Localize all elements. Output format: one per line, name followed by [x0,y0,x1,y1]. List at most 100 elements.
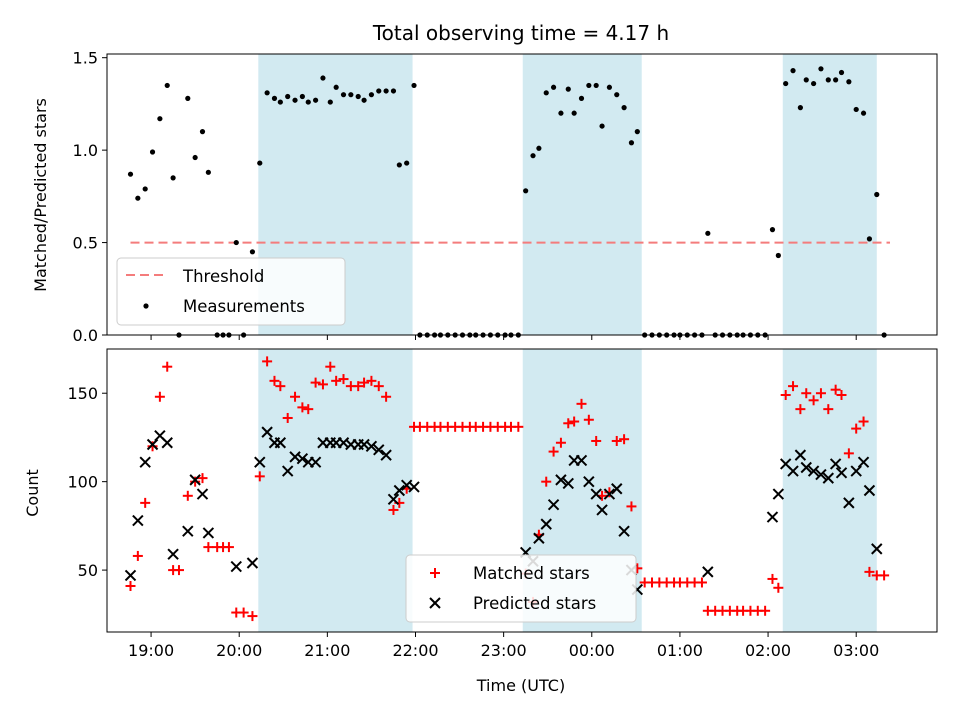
matched-star-point [830,384,841,395]
cross-stroke [562,477,574,490]
matched-star-point [836,389,847,400]
cross-stroke [202,527,215,539]
matched-star-point [223,542,234,553]
predicted-star-point [182,525,194,537]
matched-star-point [513,421,524,432]
measurement-point [355,93,361,100]
predicted-star-point [281,465,294,477]
y-tick-label: 150 [67,384,98,403]
measurement-point [142,186,148,192]
predicted-star-point [393,484,406,497]
measurement-point [127,171,134,177]
measurement-point [305,99,311,105]
predicted-star-point [590,488,602,500]
measurement-point [411,82,417,89]
measurement-point [313,97,319,103]
predicted-star-point [274,437,287,449]
matched-star-point [203,542,214,553]
matched-star-point [338,374,349,385]
predicted-star-point [772,488,785,500]
matched-star-point [780,389,791,400]
matched-star-point [310,377,321,388]
measurement-point [599,123,605,129]
measurement-point [285,93,291,100]
measurement-point [249,249,256,255]
measurement-point [205,169,211,175]
measurement-point [170,175,176,181]
measurement-point [361,97,367,103]
cross-stroke [583,475,595,488]
cross-stroke [702,566,714,578]
matched-star-point [843,448,854,459]
measurement-point [818,66,824,72]
x-tick-label: 00:00 [569,641,615,660]
matched-star-point [815,388,826,399]
predicted-star-point [575,454,588,467]
predicted-star-point [800,461,812,474]
cross-stroke [139,456,151,468]
measurement-point [192,154,198,161]
legend-box [116,257,346,326]
matched-legend-swatch [430,568,440,578]
cross-stroke [296,452,309,465]
matched-star-point [583,414,594,425]
matched-star-point [162,361,173,372]
predicted-star-point [139,456,151,468]
measurement-point [846,79,852,85]
matched-star-point [388,504,399,515]
y-tick-label: 0.5 [73,234,98,253]
cross-stroke [429,597,441,609]
predicted-legend-swatch [429,597,441,609]
cross-stroke [387,493,400,506]
matched-star-point [760,605,771,616]
predicted-star-point [611,483,623,495]
measurement-point [775,252,781,259]
measurements-legend-swatch [143,303,149,309]
matched-star-point [197,473,208,484]
cross-stroke [533,532,545,544]
matched-star-point [359,377,370,388]
cross-stroke [547,498,560,511]
predicted-star-point [261,426,273,438]
measurement-point [628,140,635,146]
cross-stroke [124,569,137,582]
cross-stroke [800,461,812,474]
predicted-star-point [296,452,309,465]
chart-title: Total observing time = 4.17 h [372,21,669,45]
axes-frame [106,53,938,336]
observing-window [258,349,413,632]
matched-star-point [795,404,806,415]
top-y-axis-label: Matched/Predicted stars [31,98,50,292]
matched-star-point [541,476,552,487]
cross-stroke [822,472,834,484]
cross-stroke [794,449,807,461]
predicted-star-point [596,504,608,516]
measurement-point [257,160,263,166]
observing-window [782,54,877,335]
cross-stroke [274,437,287,449]
predicted-star-point [167,548,179,560]
x-tick-label: 21:00 [304,641,350,660]
matched-star-point [801,388,812,399]
measurement-point [292,97,298,103]
predicted-star-point [857,456,870,468]
cross-stroke [863,484,876,497]
measurements-legend-label: Measurements [183,297,305,316]
predicted-star-point [794,449,807,461]
bottom-legend: Matched stars Predicted stars [405,554,637,623]
measurement-point [558,110,564,116]
predicted-star-point [555,474,567,486]
predicted-star-point [132,514,144,527]
measurement-point [340,92,347,98]
cross-stroke [230,560,242,573]
matched-star-point [269,375,280,386]
cross-stroke [596,504,608,516]
matched-star-point [864,566,875,577]
matched-star-point [238,607,249,618]
matched-star-point [823,404,834,415]
predicted-star-point [387,493,400,506]
predicted-star-point [196,488,209,500]
measurement-point [396,162,402,168]
matched-star-point [353,381,364,392]
y-tick-label: 1.5 [73,49,98,68]
